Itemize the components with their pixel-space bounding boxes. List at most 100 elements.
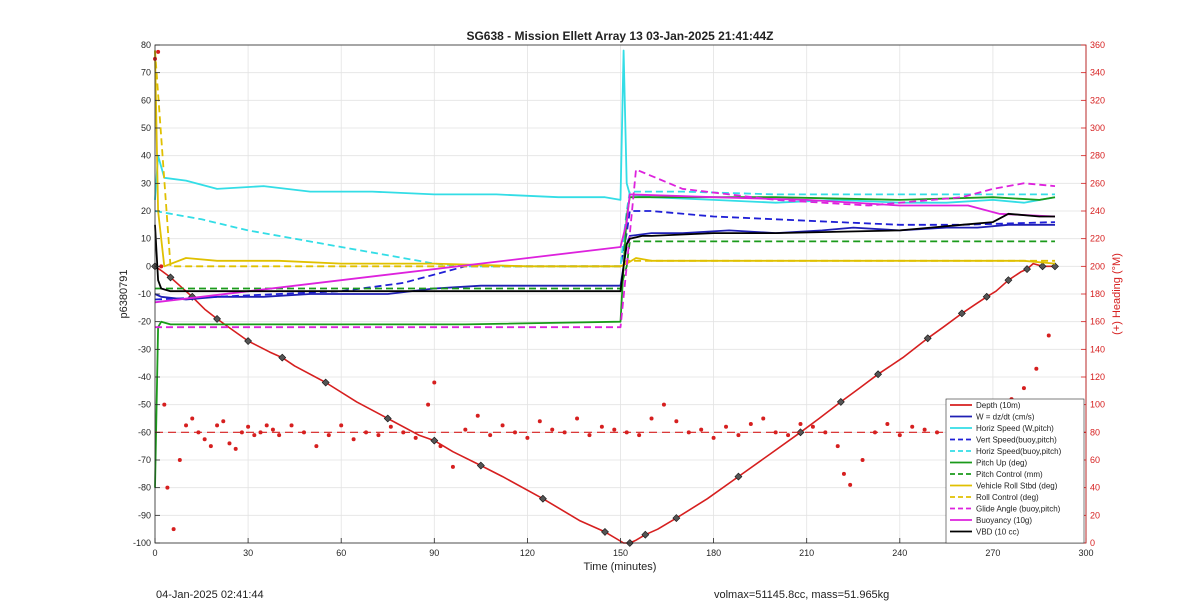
y-tick-label: -10	[138, 289, 151, 299]
series-line-8	[154, 50, 1055, 268]
legend-entry: Buoyancy (10g)	[976, 516, 1032, 525]
heading-point	[835, 444, 840, 449]
heading-point	[699, 427, 704, 432]
heading-point	[885, 422, 890, 427]
legend-entry: W = dz/dt (cm/s)	[976, 413, 1035, 422]
y2-axis-label: (+) Heading (°M)	[1111, 253, 1123, 335]
y2-tick-label: 100	[1090, 400, 1105, 410]
series-line-6	[155, 240, 1055, 290]
heading-point	[612, 427, 617, 432]
depth-marker	[166, 273, 175, 282]
y-tick-label: 10	[141, 234, 151, 244]
depth-marker	[321, 378, 330, 387]
heading-point	[512, 430, 517, 435]
heading-point	[326, 433, 331, 438]
y-tick-label: 70	[141, 68, 151, 78]
axes-layer: 0 30 60 90 120 150 180 210 240 270 300-100-90-80-7…	[133, 40, 1105, 558]
y2-tick-label: 200	[1090, 261, 1105, 271]
heading-point	[432, 380, 437, 385]
y-tick-label: -30	[138, 344, 151, 354]
heading-point	[711, 435, 716, 440]
x-tick-label: 210	[799, 548, 814, 558]
y-tick-label: 40	[141, 151, 151, 161]
heading-point	[860, 458, 865, 462]
depth-marker	[734, 472, 743, 481]
footer-timestamp: 04-Jan-2025 02:41:44	[156, 589, 264, 601]
heading-point	[525, 435, 530, 440]
legend: Depth (10m) W = dz/dt (cm/s) Horiz Speed (…	[945, 398, 1085, 544]
y2-tick-label: 120	[1090, 372, 1105, 382]
heading-point	[587, 433, 592, 438]
y-tick-label: -70	[138, 455, 151, 465]
legend-entry: VBD (10 cc)	[976, 528, 1019, 537]
x-tick-label: 180	[706, 548, 721, 558]
heading-point	[748, 422, 753, 427]
heading-point	[649, 416, 654, 421]
heading-point	[922, 427, 927, 432]
series-line-4	[154, 190, 1055, 268]
chart-title: SG638 - Mission Ellett Array 13 03-Jan-2…	[466, 29, 773, 43]
legend-entry: Horiz Speed(buoy,pitch)	[976, 447, 1062, 456]
heading-point	[661, 402, 666, 407]
heading-point	[246, 424, 251, 429]
heading-point	[724, 424, 729, 429]
series-layer	[151, 49, 1059, 547]
series-line-10	[154, 193, 1056, 304]
series-line-3	[154, 210, 1056, 301]
y-tick-label: 0	[146, 261, 151, 271]
heading-point	[488, 433, 493, 438]
heading-point	[463, 427, 468, 432]
depth-marker	[641, 530, 650, 539]
depth-marker	[538, 494, 547, 503]
depth-marker	[672, 514, 681, 523]
y2-tick-label: 0	[1090, 538, 1095, 548]
y-tick-label: -20	[138, 317, 151, 327]
heading-point	[196, 430, 201, 435]
x-tick-label: 240	[892, 548, 907, 558]
legend-box	[945, 398, 1085, 544]
depth-marker	[796, 428, 805, 437]
y-tick-label: 30	[141, 178, 151, 188]
heading-point	[190, 416, 195, 421]
heading-point	[1034, 366, 1039, 371]
legend-entry: Glide Angle (buoy,pitch)	[976, 505, 1061, 514]
heading-point	[1046, 333, 1051, 338]
x-tick-label: 60	[336, 548, 346, 558]
y-tick-label: -60	[138, 427, 151, 437]
depth-marker	[874, 370, 883, 379]
y2-tick-label: 160	[1090, 317, 1105, 327]
heading-point	[301, 430, 306, 435]
heading-point	[575, 416, 580, 421]
depth-marker	[278, 353, 287, 362]
heading-point	[761, 416, 766, 421]
series-line-0	[154, 262, 1055, 544]
heading-point	[810, 424, 815, 429]
heading-point	[270, 427, 275, 432]
heading-point	[202, 437, 207, 442]
y2-tick-label: 240	[1090, 206, 1105, 216]
heading-point	[637, 433, 642, 438]
heading-point	[277, 433, 282, 438]
heading-point	[177, 458, 182, 462]
heading-point	[786, 433, 791, 438]
heading-point	[798, 422, 803, 427]
depth-marker	[1051, 262, 1059, 271]
depth-marker	[836, 397, 845, 406]
heading-point	[438, 444, 443, 449]
depth-marker	[213, 314, 221, 323]
heading-point	[401, 430, 406, 435]
heading-point	[227, 441, 232, 446]
series-line-11	[154, 212, 1055, 293]
x-tick-label: 120	[520, 548, 535, 558]
depth-marker	[476, 461, 485, 470]
heading-point	[162, 402, 167, 407]
heading-point	[364, 430, 369, 435]
heading-point	[537, 419, 542, 424]
heading-point	[264, 423, 269, 428]
depth-marker	[244, 337, 253, 345]
y2-tick-label: 140	[1090, 344, 1105, 354]
y2-tick-label: 60	[1090, 455, 1100, 465]
y-tick-label: 20	[141, 206, 151, 216]
heading-point	[823, 430, 828, 435]
y-tick-label: -90	[138, 510, 151, 520]
